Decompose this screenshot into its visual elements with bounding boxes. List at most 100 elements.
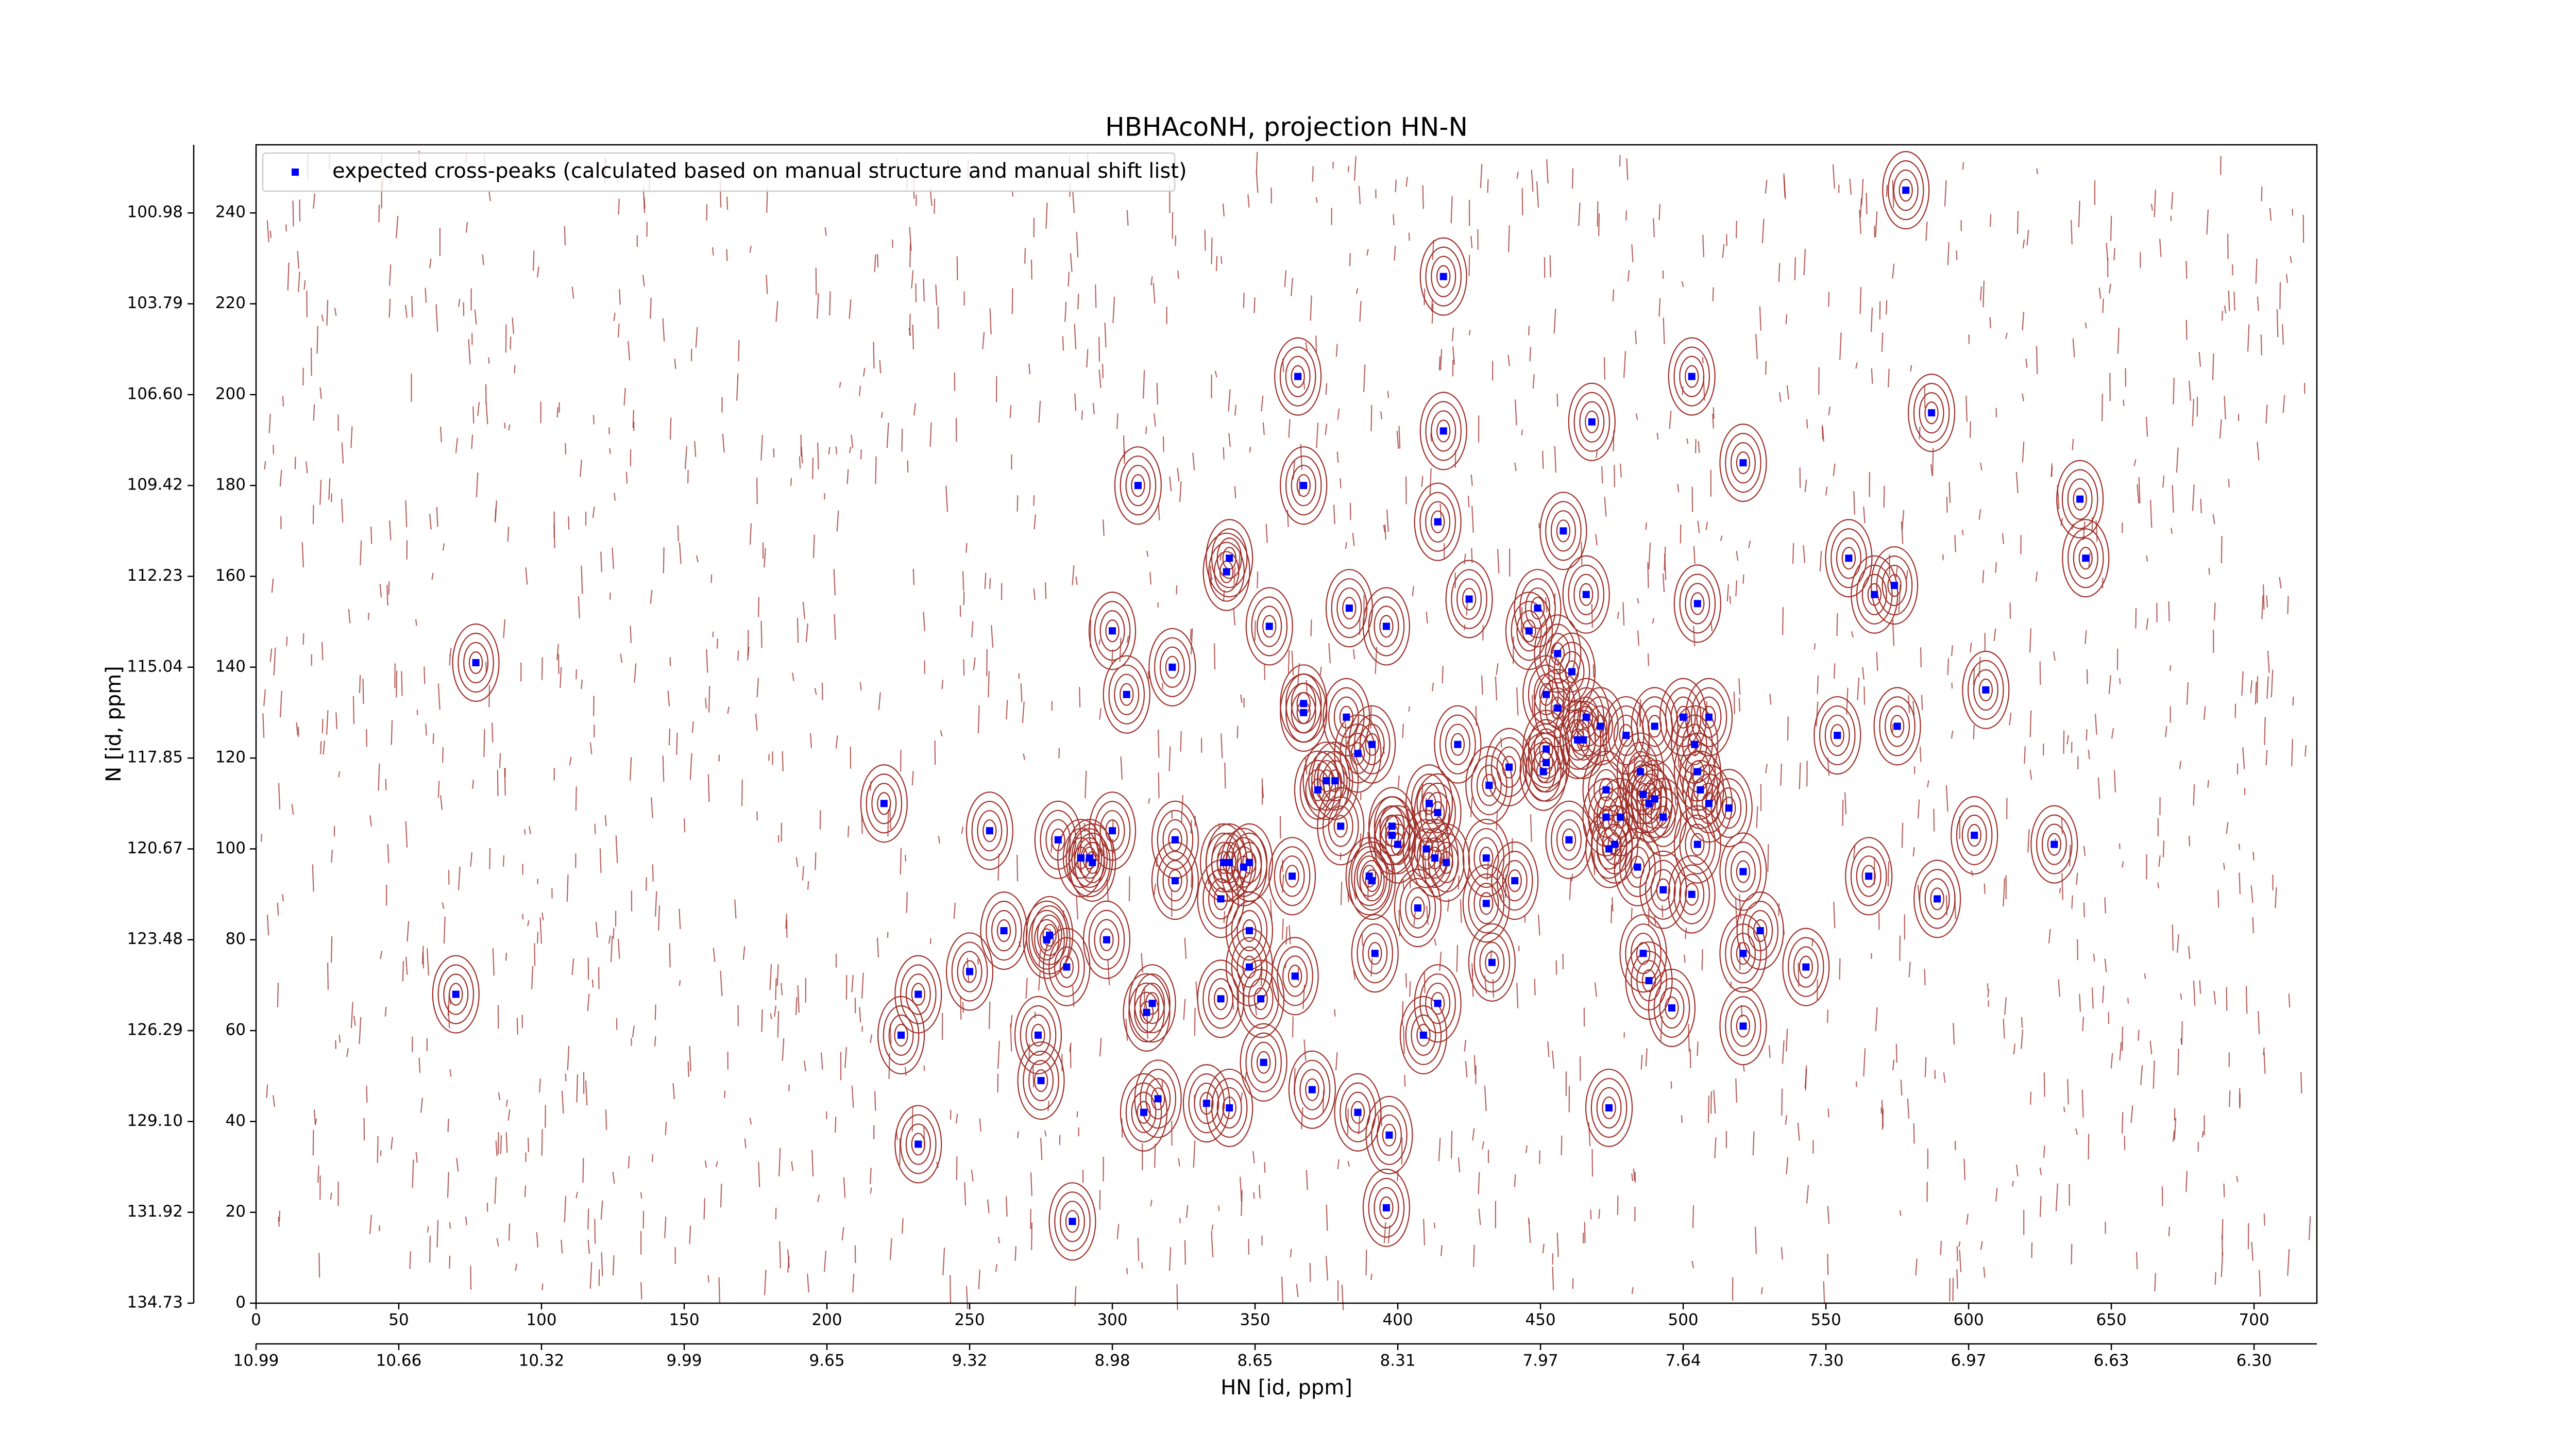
noise-contour (488, 191, 492, 201)
noise-contour (2022, 311, 2025, 331)
peak-contour (1479, 846, 1494, 870)
noise-contour (979, 1118, 981, 1132)
noise-contour (1959, 1250, 1962, 1272)
noise-contour (1421, 476, 1423, 487)
x-tick-label: 450 (1525, 1311, 1555, 1329)
noise-contour (1611, 904, 1613, 923)
peak-contour (1105, 619, 1120, 643)
noise-contour (278, 783, 281, 810)
noise-contour (2146, 618, 2149, 630)
noise-contour (360, 540, 362, 565)
cross-peak (1291, 972, 1299, 980)
noise-contour (2050, 466, 2053, 477)
cross-peak (1148, 1000, 1156, 1007)
noise-contour (456, 1158, 459, 1172)
noise-contour (1827, 1254, 1829, 1275)
y-tick-label: 180 (215, 476, 246, 494)
noise-contour (1086, 349, 1089, 368)
noise-contour (2185, 1171, 2188, 1192)
noise-contour (1099, 1038, 1102, 1057)
noise-contour (1154, 883, 1156, 896)
y2-tick-label: 109.42 (127, 476, 183, 494)
peak-contour (1139, 1001, 1154, 1024)
peak-contour (1085, 851, 1099, 874)
noise-contour (1917, 799, 1920, 819)
noise-contour (991, 625, 994, 648)
noise-contour (1912, 847, 1915, 857)
peak-contour (1962, 650, 2010, 729)
noise-contour (1614, 465, 1615, 487)
noise-contour (726, 249, 728, 261)
noise-contour (1433, 1222, 1435, 1228)
y2-tick-label: 126.29 (127, 1021, 183, 1039)
cross-peak (1539, 768, 1547, 776)
chart-title: HBHAcoNH, projection HN-N (1105, 112, 1468, 142)
cross-peak (1845, 554, 1853, 562)
noise-contour (1352, 533, 1355, 546)
peak-contour (1088, 909, 1125, 970)
noise-contour (600, 551, 602, 572)
noise-contour (1516, 983, 1519, 1008)
peak-contour (1573, 392, 1611, 452)
noise-contour (1326, 1256, 1329, 1281)
noise-contour (792, 672, 794, 682)
x2-tick-label: 7.30 (1808, 1352, 1844, 1370)
cross-peak (1622, 732, 1630, 739)
noise-contour (1393, 214, 1395, 226)
noise-contour (1233, 608, 1236, 626)
peak-contour (1668, 855, 1716, 934)
noise-contour (476, 472, 479, 498)
peak-contour (860, 764, 908, 843)
noise-contour (902, 1218, 904, 1234)
noise-contour (1460, 899, 1462, 923)
peak-contour (2062, 519, 2110, 598)
cross-peak (1419, 1031, 1427, 1039)
noise-contour (824, 1250, 827, 1272)
noise-contour (1781, 1247, 1783, 1260)
noise-contour (1684, 954, 1686, 963)
peak-contour (2067, 478, 2093, 520)
y-tick-label: 140 (215, 657, 246, 676)
noise-contour (1859, 287, 1862, 314)
noise-contour (1778, 263, 1781, 282)
peak-contour (1725, 923, 1761, 984)
noise-contour (2029, 769, 2032, 780)
peak-contour (1607, 705, 1645, 766)
cross-peak (1382, 1204, 1390, 1211)
noise-contour (1919, 746, 1922, 762)
peak-contour (1419, 237, 1467, 316)
noise-contour (1806, 1185, 1809, 1204)
noise-contour (2122, 1026, 2124, 1051)
x-tick-label: 600 (1954, 1311, 1984, 1329)
peak-contour (1416, 1023, 1431, 1047)
noise-contour (674, 359, 676, 369)
noise-contour (338, 771, 341, 778)
cross-peak (1123, 690, 1130, 698)
peak-contour (2036, 814, 2073, 874)
noise-contour (617, 323, 620, 338)
noise-contour (352, 696, 355, 724)
noise-contour (1895, 566, 1898, 578)
peak-contour (1365, 733, 1379, 756)
noise-contour (859, 385, 861, 396)
peak-contour (877, 996, 925, 1074)
noise-contour (1464, 1040, 1466, 1052)
noise-contour (984, 572, 987, 589)
cross-peak (1240, 863, 1247, 871)
noise-contour (1284, 270, 1287, 288)
noise-contour (1438, 356, 1440, 370)
noise-contour (1637, 598, 1639, 604)
peak-contour (1099, 928, 1114, 951)
noise-contour (1095, 284, 1097, 308)
noise-contour (1698, 441, 1700, 453)
cross-peak (1414, 904, 1421, 912)
peak-contour (1408, 819, 1445, 879)
noise-contour (578, 596, 580, 619)
peak-contour (1679, 814, 1716, 874)
noise-contour (516, 1018, 519, 1035)
noise-contour (1316, 422, 1319, 448)
noise-contour (609, 448, 611, 454)
cross-peak (1611, 840, 1619, 848)
noise-contour (348, 609, 351, 624)
peak-contour (1285, 456, 1322, 516)
